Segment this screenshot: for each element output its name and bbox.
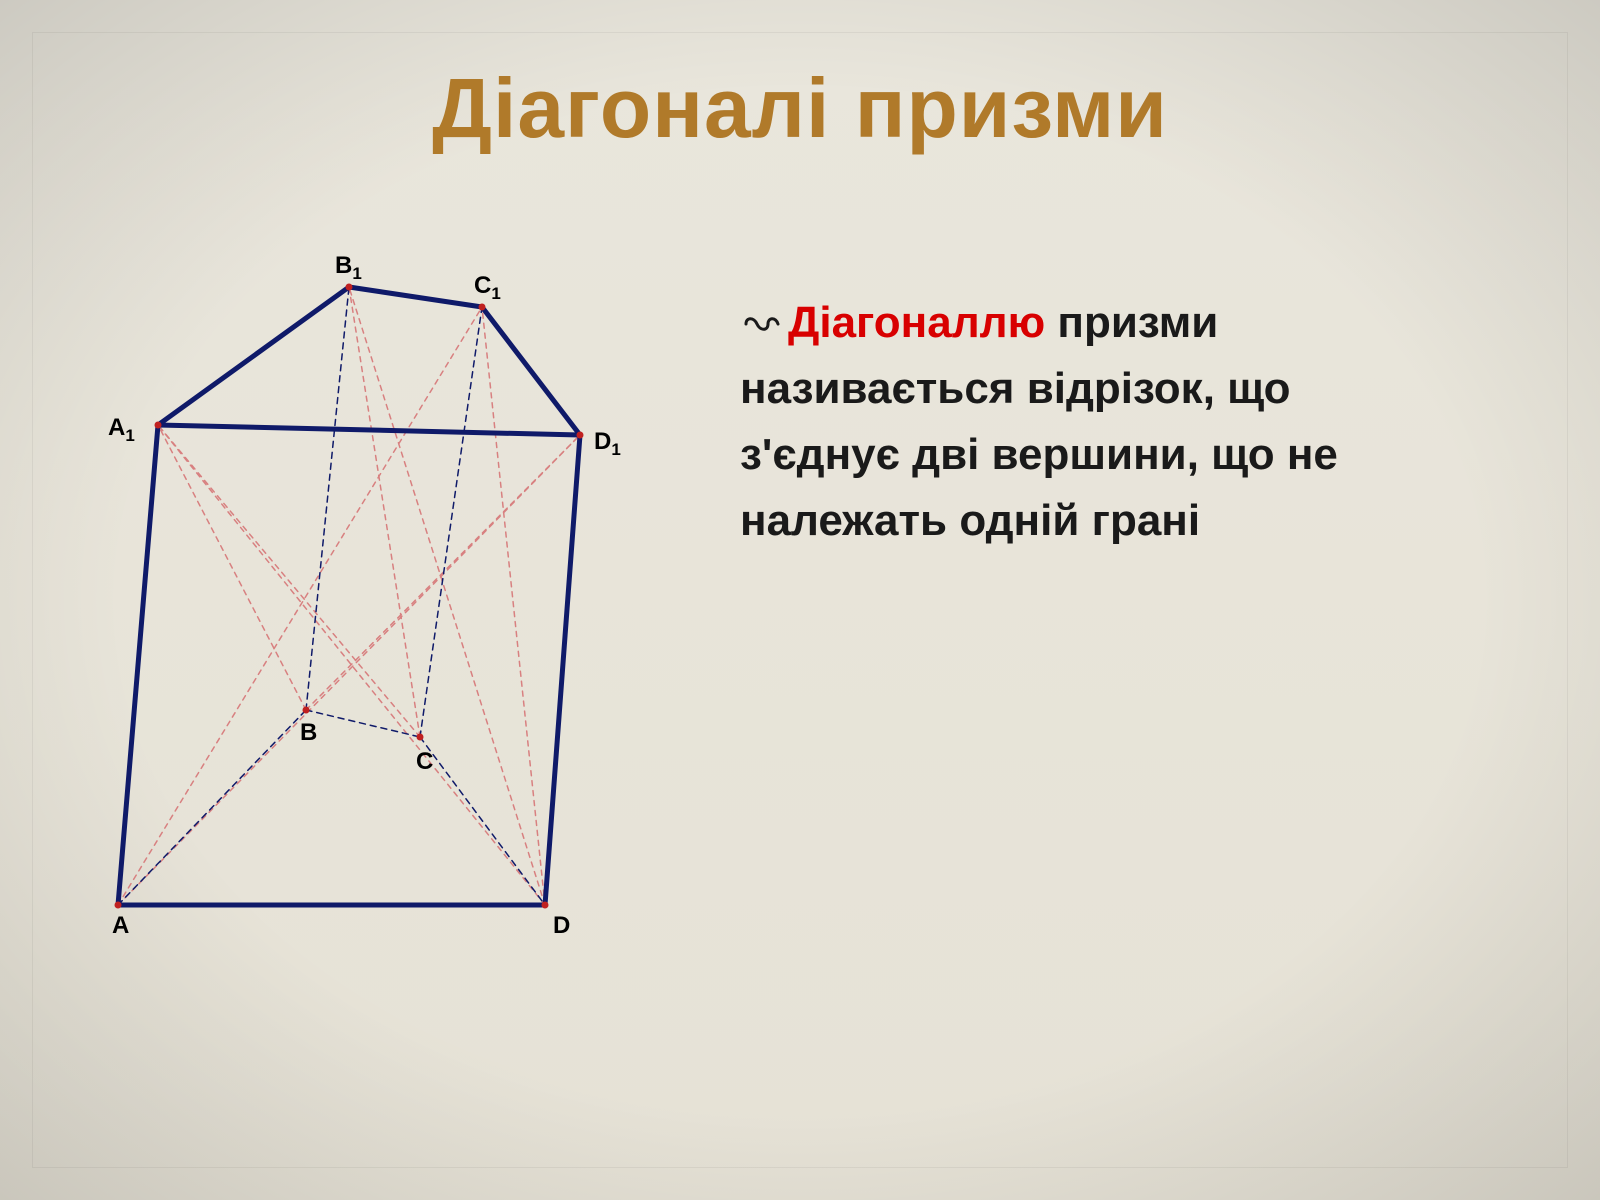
- definition-block: Діагоналлю призми називається відрізок, …: [740, 290, 1460, 554]
- prism-diagram: A B C D A1 B1 C1 D1: [90, 225, 650, 945]
- bullet-icon: [740, 290, 784, 356]
- svg-text:D1: D1: [594, 428, 621, 459]
- slide: Діагоналі призми A B C D A1 B1 C1 D1 Діагоналлю…: [0, 0, 1600, 1200]
- svg-text:B: B: [300, 719, 317, 746]
- svg-text:B1: B1: [335, 252, 362, 283]
- svg-text:C1: C1: [474, 272, 501, 303]
- definition-highlight: Діагоналлю: [788, 298, 1045, 347]
- slide-title: Діагоналі призми: [0, 60, 1600, 157]
- prism-svg: A B C D A1 B1 C1 D1: [90, 225, 650, 945]
- svg-text:C: C: [416, 748, 433, 775]
- svg-text:A1: A1: [108, 414, 135, 445]
- svg-text:D: D: [553, 912, 570, 939]
- svg-text:A: A: [112, 912, 129, 939]
